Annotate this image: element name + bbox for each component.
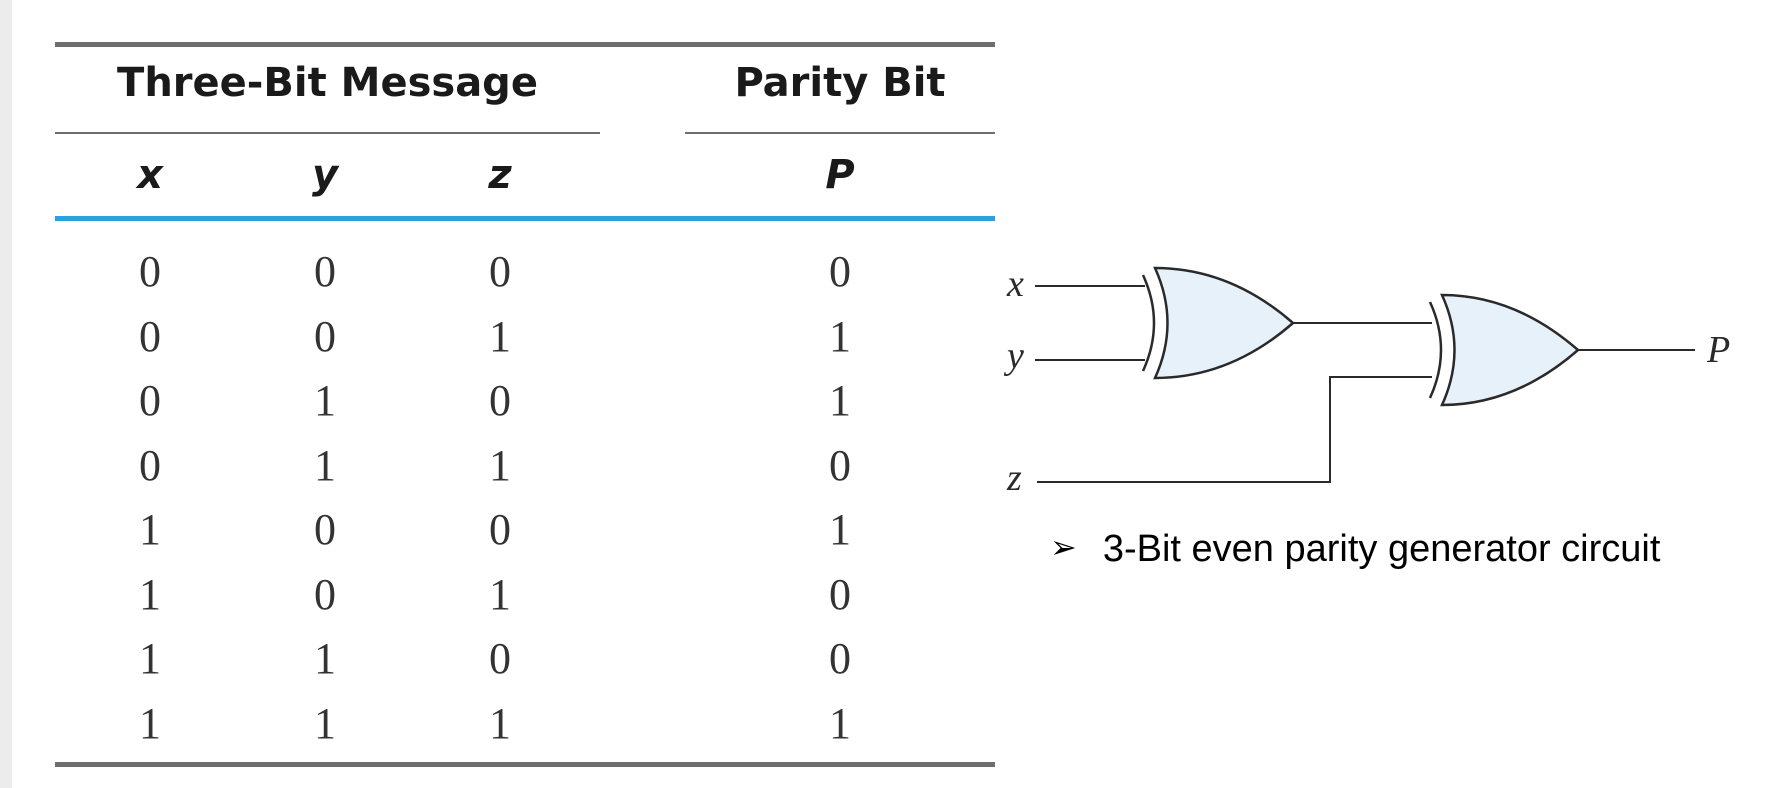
table-bottom-rule [55, 762, 995, 767]
cell-p: 0 [829, 247, 851, 296]
input-label-x: x [1006, 263, 1024, 305]
cell-p: 1 [829, 698, 851, 748]
cell-p: 1 [829, 311, 851, 361]
cell-p: 1 [829, 505, 851, 554]
table-top-rule [55, 42, 995, 47]
cell-y: 0 [314, 311, 336, 361]
cell-x: 0 [139, 376, 161, 425]
caption-text: 3-Bit even parity generator circuit [1102, 528, 1661, 570]
cell-x: 1 [139, 505, 161, 554]
parity-truth-table: Three-Bit Message Parity Bit x y z P 0 0 0… [55, 42, 995, 770]
cell-y: 1 [314, 440, 336, 490]
cell-z: 0 [489, 247, 511, 296]
output-label-p: P [1706, 329, 1730, 371]
cell-z: 1 [489, 311, 511, 361]
cell-z: 0 [489, 376, 511, 425]
cell-x: 1 [139, 698, 161, 748]
cell-z: 1 [489, 569, 511, 619]
cell-x: 1 [139, 634, 161, 683]
circuit-caption: ➢ 3-Bit even parity generator circuit [1050, 528, 1660, 571]
message-header-rule [55, 132, 600, 134]
xor-gate-1 [1141, 266, 1295, 380]
cell-y: 1 [314, 698, 336, 748]
three-bit-message-header: Three-Bit Message [117, 60, 538, 106]
cell-y: 0 [314, 247, 336, 296]
column-header-p: P [825, 152, 855, 198]
cell-x: 0 [139, 311, 161, 361]
cell-y: 1 [314, 634, 336, 683]
left-edge-strip [0, 0, 12, 788]
cell-y: 1 [314, 376, 336, 425]
parity-bit-header: Parity Bit [734, 60, 946, 106]
arrow-bullet-icon: ➢ [1050, 529, 1077, 565]
column-header-y: y [311, 152, 339, 198]
xor-gate-2 [1428, 293, 1580, 407]
input-label-z: z [1006, 457, 1022, 499]
cell-x: 0 [139, 440, 161, 490]
column-header-z: z [488, 152, 512, 198]
header-accent-rule [55, 216, 995, 221]
cell-y: 0 [314, 505, 336, 554]
cell-p: 0 [829, 569, 851, 619]
cell-z: 1 [489, 698, 511, 748]
parity-generator-circuit: x y z P [1003, 263, 1730, 499]
cell-z: 1 [489, 440, 511, 490]
wire-z [1037, 376, 1432, 483]
input-label-y: y [1003, 335, 1024, 377]
parity-header-rule [685, 132, 995, 134]
cell-z: 0 [489, 505, 511, 554]
cell-p: 1 [829, 376, 851, 425]
column-header-x: x [137, 152, 163, 198]
cell-p: 0 [829, 440, 851, 490]
cell-z: 0 [489, 634, 511, 683]
cell-x: 0 [139, 247, 161, 296]
cell-y: 0 [314, 569, 336, 619]
cell-p: 0 [829, 634, 851, 683]
cell-x: 1 [139, 569, 161, 619]
